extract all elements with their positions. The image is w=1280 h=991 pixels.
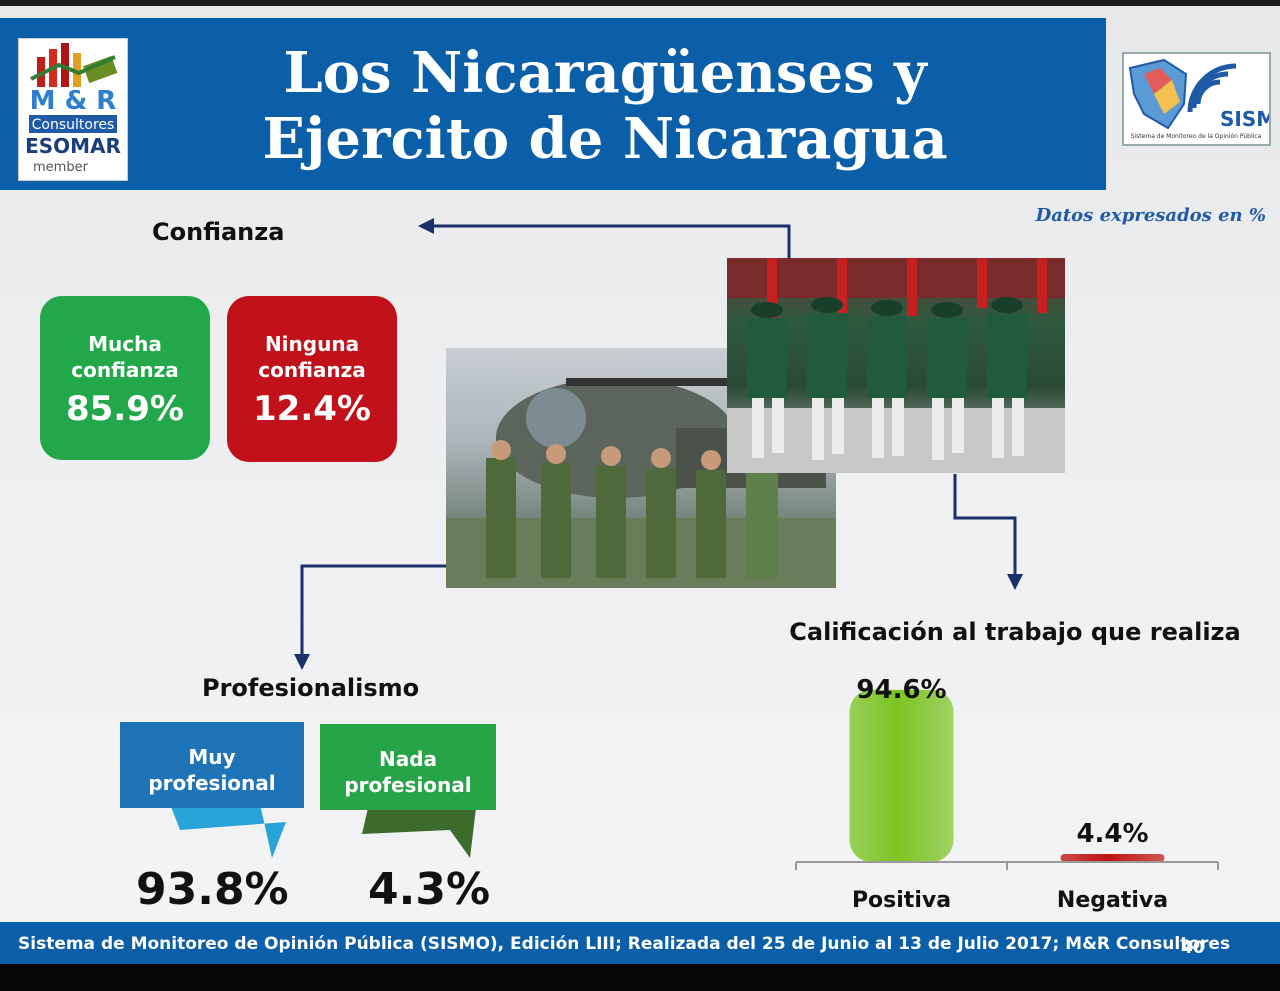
data-units-note: Datos expresados en % <box>1035 205 1266 226</box>
bottom-edge <box>0 964 1280 991</box>
member-text: member <box>33 160 89 175</box>
header-banner <box>0 18 1106 190</box>
muy-profesional-bubble <box>120 722 304 808</box>
helicopter-graphic <box>446 378 836 588</box>
title-line-1: Los Nicaragüenses y <box>283 40 927 106</box>
bar-positiva <box>849 689 954 862</box>
mr-logo-sub: Consultores <box>32 117 115 133</box>
muy-profesional-value: 93.8% <box>136 864 289 915</box>
mucha-confianza-card: Mucha confianza 85.9% <box>40 296 210 460</box>
mr-logo-text: M & R <box>30 86 117 116</box>
profesionalismo-title: Profesionalismo <box>202 674 420 702</box>
nada-profesional-label: Nada profesional <box>344 747 472 797</box>
category-label-positiva: Positiva <box>852 888 951 913</box>
sismo-logo-graphic: SISMO Sistema de Monitoreo de la Opinión… <box>1128 58 1280 140</box>
esomar-text: ESOMAR <box>25 134 121 158</box>
mr-consultores-logo: M & R Consultores ESOMAR member <box>18 38 128 181</box>
mucha-confianza-value: 85.9% <box>66 389 184 429</box>
muy-profesional-tail <box>170 804 286 858</box>
nada-profesional-value: 4.3% <box>368 864 491 915</box>
footer-bar <box>0 922 1280 964</box>
nada-profesional-bubble <box>320 724 496 810</box>
parade-graphic <box>727 258 1065 473</box>
ninguna-confianza-label: Ninguna confianza <box>258 332 366 382</box>
mr-logo-graphic: M & R Consultores ESOMAR member <box>25 43 121 175</box>
rating-chart: Calificación al trabajo que realiza 94.6… <box>789 618 1240 913</box>
parade-photo <box>727 258 1065 473</box>
ninguna-confianza-card: Ninguna confianza 12.4% <box>227 296 397 462</box>
category-label-negativa: Negativa <box>1057 888 1168 913</box>
sismo-logo-tagline: Sistema de Monitoreo de la Opinión Públi… <box>1131 133 1262 140</box>
title-line-2: Ejercito de Nicaragua <box>262 106 948 172</box>
top-border <box>0 0 1280 6</box>
chart-title: Calificación al trabajo que realiza <box>789 618 1240 646</box>
bar-negativa <box>1060 853 1165 862</box>
ninguna-confianza-value: 12.4% <box>253 389 371 429</box>
confianza-title: Confianza <box>152 218 285 246</box>
muy-profesional-label: Muy profesional <box>148 745 276 795</box>
page-title: Los Nicaragüenses y Ejercito de Nicaragu… <box>200 40 1010 172</box>
data-label-negativa: 4.4% <box>1076 819 1148 849</box>
nada-profesional-tail <box>362 808 476 858</box>
footer-source-text: Sistema de Monitoreo de Opinión Pública … <box>18 934 1231 954</box>
sismo-logo: SISMO Sistema de Monitoreo de la Opinión… <box>1122 52 1280 146</box>
profesionalismo-bubbles <box>120 722 496 858</box>
page-number: 40 <box>1181 938 1205 958</box>
data-label-positiva: 94.6% <box>856 675 946 705</box>
mucha-confianza-label: Mucha confianza <box>71 332 179 382</box>
